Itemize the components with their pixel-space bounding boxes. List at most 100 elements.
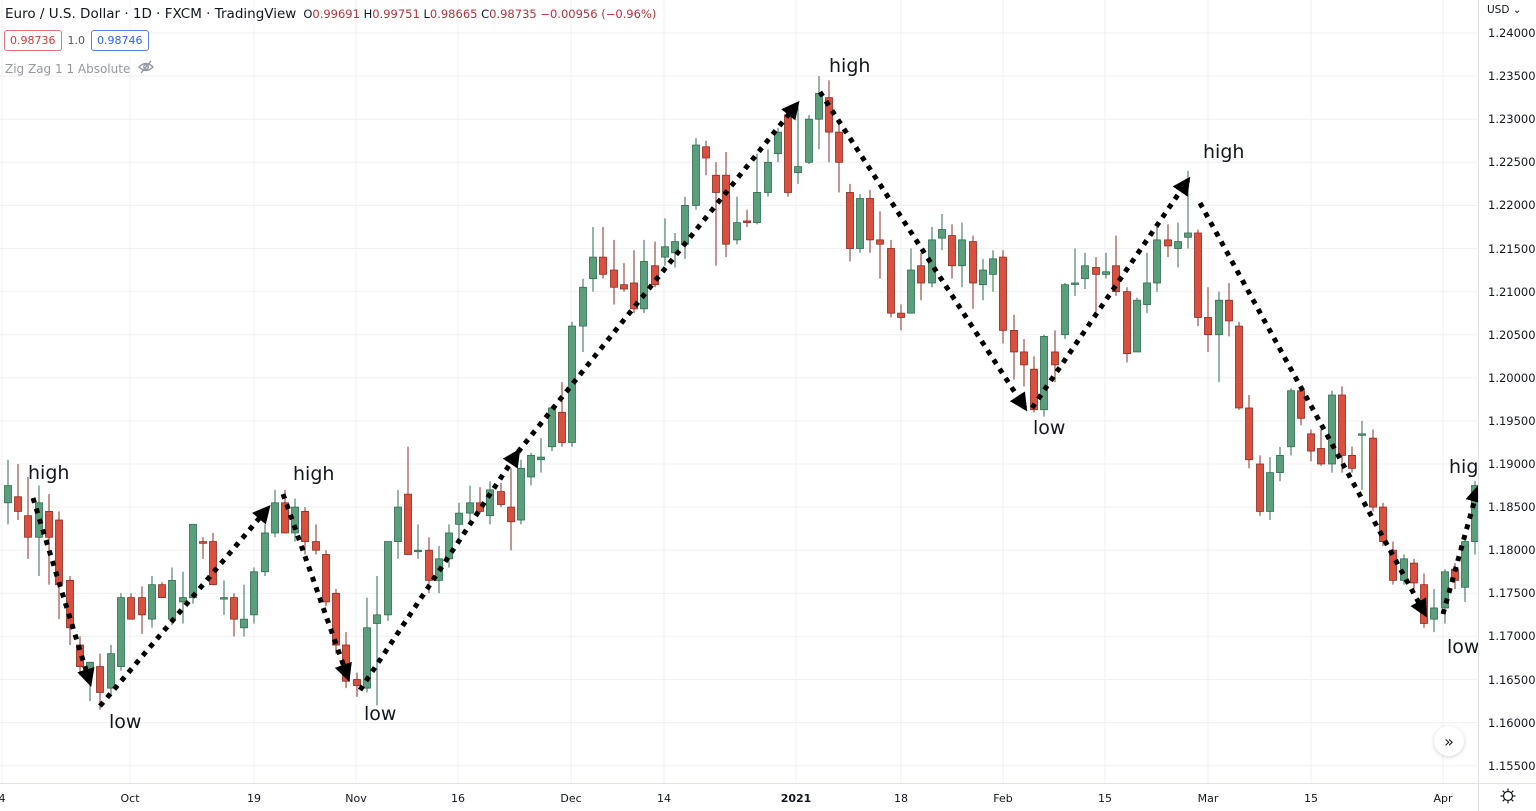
candle [117, 593, 125, 671]
candle [24, 476, 32, 559]
candle [1040, 334, 1048, 417]
candle [620, 263, 628, 292]
candle [579, 278, 587, 352]
time-tick: 15 [1098, 792, 1112, 805]
candle [702, 140, 710, 176]
candle [1071, 248, 1079, 296]
low-label: low [109, 711, 142, 733]
candle [1276, 446, 1284, 482]
candle [712, 162, 720, 266]
candle [887, 239, 895, 318]
time-tick: Dec [560, 792, 582, 805]
candle [1461, 537, 1469, 602]
high-label: high [293, 463, 335, 485]
candle [425, 537, 433, 594]
price-tick: 1.19000 [1488, 457, 1536, 471]
price-tick: 1.20500 [1488, 327, 1536, 342]
candle [517, 459, 525, 525]
candle [1245, 395, 1253, 469]
candle [825, 80, 833, 163]
symbol-title[interactable]: Euro / U.S. Dollar · 1D · FXCM · Trading… [5, 6, 297, 22]
currency-selector[interactable]: USD ⌄ [1487, 4, 1522, 16]
candle [733, 196, 741, 245]
candle [1164, 224, 1172, 258]
candle [1369, 429, 1377, 512]
time-tick: 19 [247, 792, 261, 805]
candle [384, 541, 392, 621]
candle [1143, 252, 1151, 314]
time-tick: 16 [451, 792, 465, 805]
chart-plot-area[interactable] [0, 0, 1478, 783]
time-tick: Apr [1433, 792, 1453, 805]
candle [1287, 388, 1295, 456]
candle [158, 582, 166, 599]
close-value: 0.98735 [489, 7, 537, 21]
price-tick: 1.24000 [1488, 26, 1536, 40]
price-tick: 1.19500 [1488, 413, 1536, 428]
price-tick: 1.21000 [1488, 284, 1536, 299]
candle [4, 459, 12, 525]
candle [476, 487, 484, 514]
candle [1410, 558, 1418, 589]
candle [876, 211, 884, 279]
price-tick: 1.23500 [1488, 69, 1536, 84]
candle [148, 576, 156, 628]
low-label: low [1447, 636, 1480, 658]
scroll-to-realtime-button[interactable]: » [1434, 726, 1464, 756]
quantity-value[interactable]: 1.0 [67, 34, 86, 47]
candle [404, 446, 412, 555]
time-tick: 2021 [780, 792, 812, 805]
candle [1010, 314, 1018, 380]
candle [1194, 229, 1202, 327]
candle [856, 194, 864, 253]
candle [969, 235, 977, 309]
candle [394, 489, 402, 559]
time-axis[interactable]: 4 Oct 19 Nov 16 Dec 14 2021 18 Feb 15 Mar 15 Apr [0, 783, 1478, 811]
candle [846, 183, 854, 262]
candle [55, 511, 63, 620]
candle [948, 224, 956, 279]
candle [1051, 330, 1059, 383]
time-tick: 18 [894, 792, 908, 805]
candle [979, 258, 987, 301]
candle [1338, 386, 1346, 473]
candle [1430, 588, 1438, 633]
chart-settings-button[interactable] [1478, 783, 1536, 811]
price-tick: 1.21500 [1488, 241, 1536, 256]
time-tick: 14 [657, 792, 671, 805]
time-tick: Feb [993, 792, 1013, 805]
candle [1133, 297, 1141, 353]
candle [322, 550, 330, 607]
candle [938, 214, 946, 251]
indicator-label[interactable]: Zig Zag 1 1 Absolute [5, 61, 131, 76]
candle [1081, 252, 1089, 290]
candle [189, 523, 197, 604]
candle [753, 153, 761, 225]
sell-button[interactable]: 0.98736 [4, 30, 62, 51]
candle [681, 196, 689, 259]
price-tick: 1.17000 [1488, 629, 1536, 644]
candle [630, 250, 638, 314]
high-label: high [28, 462, 70, 484]
high-label: high [829, 55, 871, 77]
candle [692, 138, 700, 210]
candle [301, 507, 309, 555]
price-tick: 1.22500 [1488, 155, 1536, 170]
eye-hidden-icon[interactable] [138, 60, 155, 77]
candle [835, 123, 843, 193]
candle [1184, 170, 1192, 249]
candlestick-chart [0, 0, 1478, 783]
candle [199, 537, 207, 559]
candle [168, 567, 176, 626]
time-tick: 15 [1304, 792, 1318, 805]
price-axis[interactable]: USD ⌄ 1.24000 1.23500 1.23000 1.22500 1.2200… [1478, 0, 1536, 783]
candle [743, 209, 751, 227]
zigzag-arrow [817, 90, 1028, 412]
buy-button[interactable]: 0.98746 [91, 30, 149, 51]
zigzag-arrow [98, 504, 271, 708]
open-value: 0.99691 [312, 7, 360, 21]
price-tick: 1.18500 [1488, 500, 1536, 515]
candle [209, 532, 217, 586]
price-tick: 1.22000 [1488, 198, 1536, 213]
price-tick: 1.16500 [1488, 672, 1536, 687]
